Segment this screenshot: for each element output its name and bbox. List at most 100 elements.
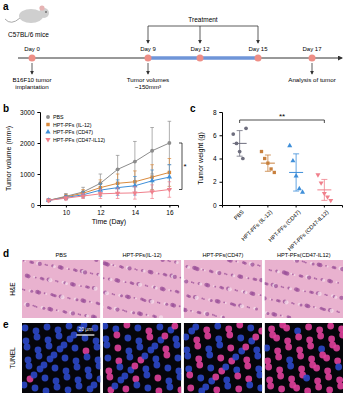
error-cap — [99, 183, 103, 184]
image-texture — [113, 332, 120, 339]
tick: 0 — [213, 202, 222, 209]
image-texture — [201, 268, 203, 270]
image-texture — [34, 334, 41, 341]
error-bar — [133, 176, 137, 195]
image-texture — [271, 299, 273, 301]
row-label: H&E — [9, 282, 16, 296]
image-texture — [67, 297, 69, 299]
image-texture — [253, 347, 260, 354]
image-texture — [254, 278, 257, 281]
image-texture — [44, 292, 46, 294]
tick: HPT-PFs (CD47-IL12) — [287, 205, 330, 252]
image-texture — [34, 305, 36, 307]
image-texture — [82, 299, 86, 303]
image-texture — [199, 283, 202, 286]
image-texture — [304, 290, 306, 292]
image-texture — [113, 294, 115, 296]
treatment-bracket — [148, 26, 258, 27]
image-texture — [144, 385, 151, 392]
image-texture — [103, 323, 108, 329]
image-texture — [126, 354, 133, 361]
error-cap — [168, 164, 172, 165]
error-cap — [116, 155, 120, 156]
image-texture — [72, 283, 76, 287]
event-arrow — [312, 63, 313, 74]
image-texture — [155, 388, 162, 393]
error-bar — [168, 121, 172, 164]
image-texture — [237, 261, 239, 263]
tick-mark — [296, 205, 297, 208]
timepoint-label: Day 12 — [190, 46, 210, 52]
image-texture — [221, 287, 224, 290]
image-texture — [22, 288, 24, 290]
series-line — [49, 172, 170, 200]
micrographs: PBSHPT-PFs(IL-12)HPT-PFs(CD47)HPT-PFs(CD… — [9, 252, 346, 394]
tick-mark — [220, 205, 223, 206]
treatment-arrow — [258, 26, 259, 43]
image-texture — [33, 276, 35, 278]
image-texture — [300, 275, 303, 278]
image-texture — [125, 311, 127, 313]
image-texture — [311, 291, 314, 294]
data-point — [269, 167, 272, 170]
image-texture — [109, 307, 112, 310]
tick-mark — [169, 205, 170, 208]
image-texture — [187, 266, 190, 269]
image-texture — [265, 358, 271, 365]
image-texture — [26, 303, 30, 307]
image-texture — [60, 295, 64, 299]
timepoint — [255, 55, 262, 62]
image-texture — [214, 286, 216, 288]
image-texture — [205, 346, 212, 353]
image-texture — [315, 384, 322, 391]
image-texture — [270, 270, 272, 272]
image-texture — [315, 307, 317, 309]
image-texture — [143, 372, 150, 379]
tick-mark — [38, 143, 41, 144]
image-texture — [193, 282, 195, 284]
error-cap — [99, 198, 103, 199]
image-texture — [24, 289, 26, 291]
image-texture — [340, 267, 343, 271]
tick-mark — [38, 112, 41, 113]
tick-mark — [66, 205, 67, 208]
image-texture — [175, 368, 181, 375]
image-texture — [203, 298, 205, 300]
image-texture — [36, 306, 38, 308]
image-texture — [283, 325, 290, 332]
image-texture — [146, 285, 148, 287]
image-texture — [250, 262, 254, 266]
image-texture — [109, 278, 112, 281]
image-texture — [295, 260, 299, 263]
image-texture — [159, 302, 161, 304]
image-texture — [147, 314, 149, 316]
error-cap — [265, 171, 271, 172]
image-texture — [191, 281, 193, 283]
plot-area — [231, 126, 333, 203]
tick: 2 — [213, 178, 222, 185]
series-line — [49, 190, 170, 201]
image-texture — [184, 347, 190, 354]
image-texture — [96, 363, 101, 370]
tick-label: 2 — [213, 178, 217, 185]
image-texture — [212, 314, 214, 316]
image-texture — [338, 311, 340, 313]
axis: 02468 — [213, 109, 223, 209]
image-texture — [317, 292, 321, 296]
image-texture — [273, 313, 277, 317]
image-texture — [52, 365, 59, 372]
image-texture — [285, 344, 292, 351]
image-texture — [223, 377, 230, 384]
image-texture — [87, 286, 90, 289]
timepoint — [309, 55, 316, 62]
image-texture — [167, 260, 169, 262]
micrograph — [103, 323, 181, 393]
image-texture — [80, 285, 82, 287]
error-cap — [168, 121, 172, 122]
image-texture — [55, 327, 62, 334]
image-texture — [62, 355, 69, 362]
image-texture — [247, 277, 249, 279]
image-texture — [232, 354, 239, 361]
image-texture — [114, 265, 116, 267]
image-texture — [42, 375, 49, 382]
